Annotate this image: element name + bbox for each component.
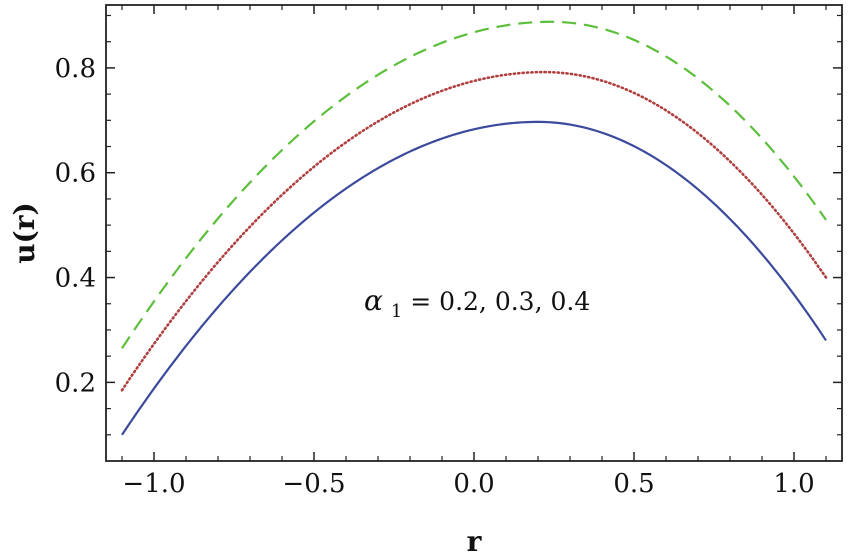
series-line-1	[121, 120, 827, 436]
y-tick-label: 0.4	[55, 264, 96, 294]
alpha-subscript: 1	[391, 301, 402, 322]
series-line-3	[121, 20, 827, 349]
x-axis-title: r	[467, 525, 483, 555]
y-tick-label: 0.2	[55, 368, 96, 398]
alpha-annotation: α 1 = 0.2, 0.3, 0.4	[364, 284, 590, 323]
series-group	[120, 20, 828, 436]
y-axis-title: u(r)	[8, 202, 41, 264]
x-tick-label: −1.0	[122, 469, 185, 499]
y-tick-label: 0.6	[55, 159, 96, 189]
x-tick-label: 0.5	[613, 469, 654, 499]
y-tick-label: 0.8	[55, 54, 96, 84]
x-tick-label: 0.0	[453, 469, 494, 499]
plot-frame	[105, 4, 843, 462]
series-line-2	[120, 70, 828, 392]
x-tick-label: 1.0	[773, 469, 814, 499]
alpha-symbol: α	[364, 284, 383, 317]
x-axis-ticks: −1.0 −0.5 0.0 0.5 1.0	[121, 5, 827, 499]
x-tick-label: −0.5	[282, 469, 345, 499]
alpha-values: = 0.2, 0.3, 0.4	[410, 287, 590, 316]
y-axis-ticks: 0.2 0.4 0.6 0.8	[55, 14, 842, 436]
